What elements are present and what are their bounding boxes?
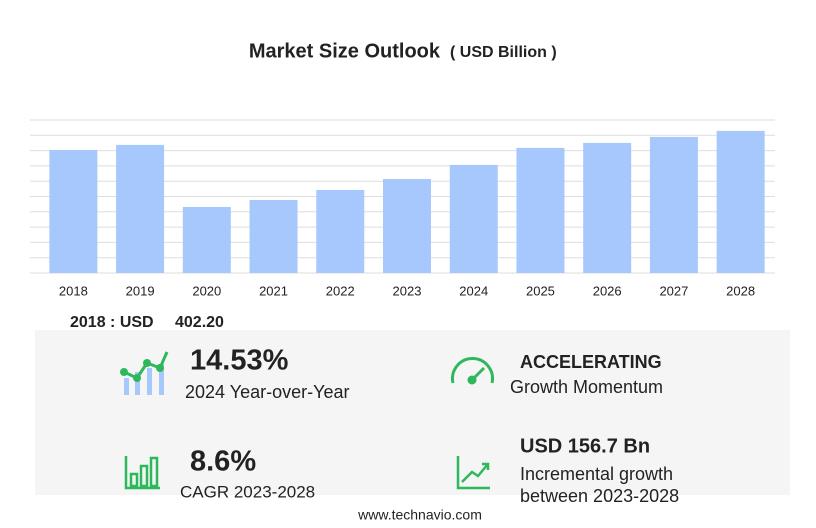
x-tick-label: 2024 bbox=[459, 283, 488, 298]
base-label: 2018 : USD bbox=[70, 314, 154, 331]
bar bbox=[449, 164, 498, 273]
footer: www.technavio.com bbox=[357, 507, 482, 523]
icon-trend bbox=[456, 456, 490, 490]
stat-value: 8.6% bbox=[190, 446, 256, 478]
icon-chart bbox=[120, 351, 169, 395]
chart-title: Market Size Outlook bbox=[249, 40, 441, 62]
x-tick-label: 2023 bbox=[393, 283, 422, 298]
x-tick-label: 2019 bbox=[126, 283, 155, 298]
x-tick-label: 2022 bbox=[326, 283, 355, 298]
stat-value: 14.53% bbox=[190, 345, 289, 377]
bar bbox=[316, 189, 365, 273]
stat-label: between 2023-2028 bbox=[520, 486, 679, 506]
x-tick-label: 2028 bbox=[726, 283, 755, 298]
stat-label: Incremental growth bbox=[520, 464, 673, 484]
icon-bars bbox=[124, 456, 160, 490]
bar bbox=[383, 178, 431, 273]
chart-subtitle: ( USD Billion ) bbox=[450, 44, 557, 61]
stats-panel bbox=[35, 330, 790, 495]
x-tick-label: 2020 bbox=[192, 283, 221, 298]
base-value: 402.20 bbox=[175, 314, 224, 331]
x-tick-label: 2025 bbox=[526, 283, 555, 298]
x-tick-label: 2021 bbox=[259, 283, 288, 298]
stat-label: Growth Momentum bbox=[510, 377, 663, 397]
bar bbox=[649, 136, 698, 273]
x-tick-label: 2026 bbox=[593, 283, 622, 298]
bar bbox=[516, 147, 565, 273]
bar bbox=[49, 149, 98, 273]
icon-gauge bbox=[451, 357, 494, 385]
stat-value: USD 156.7 Bn bbox=[520, 435, 650, 457]
bar bbox=[182, 206, 231, 273]
bar bbox=[583, 142, 632, 273]
stat-label: CAGR 2023-2028 bbox=[180, 482, 315, 501]
x-tick-label: 2018 bbox=[59, 283, 88, 298]
stat-label: 2024 Year-over-Year bbox=[185, 382, 349, 402]
bar bbox=[716, 130, 765, 273]
bar bbox=[249, 199, 298, 273]
stat-value: ACCELERATING bbox=[520, 352, 662, 372]
bar bbox=[116, 144, 165, 273]
x-tick-label: 2027 bbox=[659, 283, 688, 298]
